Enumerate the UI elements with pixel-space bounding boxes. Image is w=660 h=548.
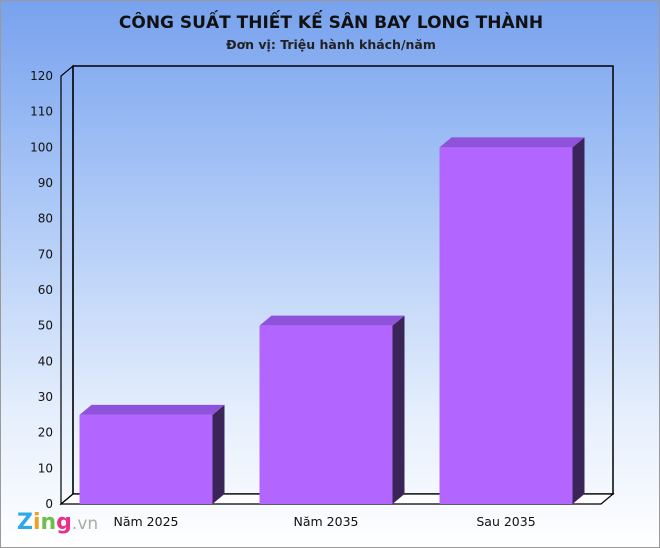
y-axis-wall — [60, 64, 74, 506]
y-tick-label: 30 — [38, 390, 53, 404]
y-tick-label: 70 — [38, 247, 53, 261]
bar-front — [79, 414, 213, 504]
bar — [439, 137, 585, 505]
zing-logo: Zing.vn — [17, 510, 98, 535]
x-category-label: Năm 2025 — [114, 514, 179, 529]
chart-title: CÔNG SUẤT THIẾT KẾ SÂN BAY LONG THÀNH — [119, 9, 543, 33]
bar — [79, 404, 225, 504]
bar-side — [212, 404, 225, 504]
y-tick-label: 20 — [38, 426, 53, 440]
bar-front — [259, 325, 393, 504]
y-tick-label: 60 — [38, 283, 53, 297]
svg-text:Zing.vn: Zing.vn — [17, 510, 98, 535]
x-category-label: Năm 2035 — [294, 514, 359, 529]
x-category-label: Sau 2035 — [476, 514, 535, 529]
y-tick-label: 80 — [38, 212, 53, 226]
bar-top — [439, 137, 585, 148]
bar-top — [79, 404, 225, 415]
y-tick-label: 50 — [38, 319, 53, 333]
y-tick-label: 100 — [30, 140, 53, 154]
bar-side — [392, 315, 405, 504]
bar-top — [259, 315, 405, 326]
bar-front — [439, 147, 573, 505]
y-tick-label: 120 — [30, 69, 53, 83]
bar — [259, 315, 405, 504]
y-tick-label: 0 — [45, 497, 53, 511]
chart-subtitle: Đơn vị: Triệu hành khách/năm — [226, 37, 436, 52]
y-tick-label: 90 — [38, 176, 53, 190]
y-tick-label: 110 — [30, 105, 53, 119]
bar-side — [572, 137, 585, 505]
y-tick-label: 10 — [38, 461, 53, 475]
y-tick-label: 40 — [38, 354, 53, 368]
